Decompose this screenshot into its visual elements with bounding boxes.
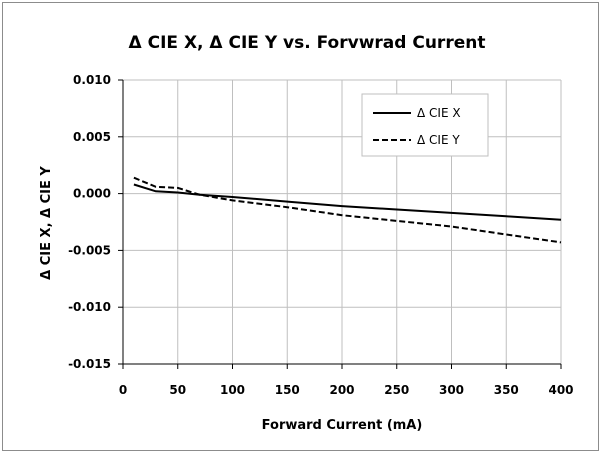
x-tick-label: 250 [384, 383, 409, 397]
x-tick-label: 200 [329, 383, 354, 397]
y-tick-label: -0.010 [68, 300, 111, 314]
x-tick-label: 50 [169, 383, 186, 397]
y-tick-label: 0.005 [73, 130, 111, 144]
legend-label: Δ CIE Y [417, 133, 460, 147]
x-tick-label: 0 [119, 383, 127, 397]
grid-lines [123, 79, 562, 364]
series-line-delta-cie-x [133, 183, 562, 221]
legend: Δ CIE X Δ CIE Y [361, 93, 489, 157]
y-tick-label: 0.000 [73, 187, 111, 201]
y-axis-label: Δ CIE X, Δ CIE Y [39, 166, 54, 280]
axes [118, 79, 562, 369]
chart-frame [2, 2, 599, 451]
x-axis-label: Forward Current (mA) [262, 418, 423, 433]
x-tick-label: 150 [275, 383, 300, 397]
y-tick-label: -0.005 [68, 243, 111, 257]
x-tick-label: 300 [439, 383, 464, 397]
x-tick-label: 400 [548, 383, 573, 397]
y-tick-label: -0.015 [68, 357, 111, 371]
x-tick-label: 350 [494, 383, 519, 397]
legend-box [361, 93, 489, 157]
x-tick-label: 100 [220, 383, 245, 397]
chart-title: Δ CIE X, Δ CIE Y vs. Forvwrad Current [129, 33, 486, 53]
legend-label: Δ CIE X [417, 106, 461, 120]
tick-labels: 0 50 100 150 200 250 300 350 400 0.010 0.005 0.000 -… [68, 73, 573, 397]
series-lines [133, 176, 562, 244]
y-tick-label: 0.010 [73, 73, 111, 87]
series-line-delta-cie-y [133, 176, 562, 244]
